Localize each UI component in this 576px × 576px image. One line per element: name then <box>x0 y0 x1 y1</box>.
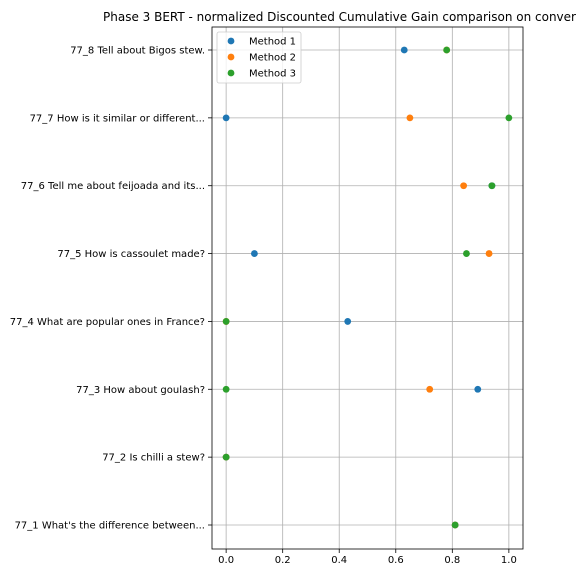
data-point <box>474 385 482 393</box>
data-point <box>443 46 451 54</box>
y-tick-label: 77_3 How about goulash? <box>76 385 205 396</box>
x-tick-label: 1.0 <box>501 555 517 566</box>
data-points <box>222 46 513 529</box>
legend-box <box>216 31 302 84</box>
legend-marker <box>227 69 235 77</box>
y-tick-label: 77_8 Tell about Bigos stew. <box>70 46 205 57</box>
data-point <box>222 385 230 393</box>
x-tick-label: 0.0 <box>218 555 234 566</box>
data-point <box>505 114 513 122</box>
legend-marker <box>227 53 235 61</box>
data-point <box>222 453 230 461</box>
data-point <box>400 46 408 54</box>
legend: Method 1 Method 2 Method 3 <box>216 31 302 84</box>
grid-lines <box>212 27 523 549</box>
data-point <box>460 182 468 190</box>
x-tick-label: 0.8 <box>444 555 460 566</box>
y-tick-label: 77_2 Is chilli a stew? <box>102 453 205 464</box>
y-tick-label: 77_1 What's the difference between... <box>15 521 205 532</box>
y-tick-label: 77_7 How is it similar or different... <box>30 113 205 124</box>
legend-label: Method 1 <box>249 37 296 48</box>
data-point <box>406 114 414 122</box>
data-point <box>463 250 470 257</box>
legend-label: Method 3 <box>249 69 296 80</box>
y-axis: 77_1 What's the difference between... 77_… <box>10 46 212 532</box>
data-point <box>222 114 230 122</box>
x-tick-label: 0.4 <box>331 555 347 566</box>
data-point <box>251 250 258 257</box>
x-axis: 0.0 0.2 0.4 0.6 0.8 1.0 <box>218 549 517 566</box>
legend-label: Method 2 <box>249 53 296 64</box>
data-point <box>222 318 230 325</box>
data-point <box>488 182 496 190</box>
data-point <box>426 385 434 393</box>
x-tick-label: 0.6 <box>388 555 404 566</box>
legend-marker <box>227 37 235 45</box>
y-tick-label: 77_6 Tell me about feijoada and its... <box>21 181 205 192</box>
data-point <box>485 250 493 257</box>
chart-title: Phase 3 BERT - normalized Discounted Cum… <box>103 10 576 24</box>
data-point <box>344 318 352 325</box>
y-tick-label: 77_5 How is cassoulet made? <box>57 249 205 260</box>
data-point <box>451 521 459 529</box>
x-tick-label: 0.2 <box>275 555 291 566</box>
plot-area-frame <box>211 26 524 550</box>
y-tick-label: 77_4 What are popular ones in France? <box>10 317 205 328</box>
